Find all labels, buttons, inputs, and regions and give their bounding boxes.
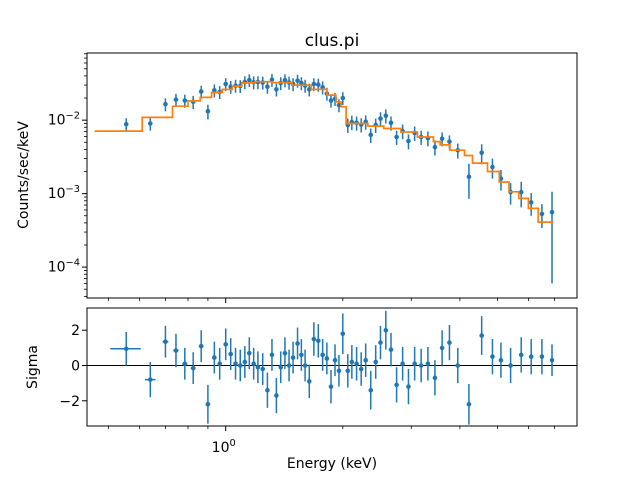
x-tick-label: 100 bbox=[212, 438, 236, 456]
spectrum-panel-frame bbox=[86, 52, 578, 299]
residuals-panel-data bbox=[87, 310, 577, 425]
y-tick-label: 10−4 bbox=[48, 258, 80, 276]
spectrum-panel-data bbox=[123, 73, 555, 284]
y-tick-label: 10−3 bbox=[48, 184, 80, 202]
chart-title: clus.pi bbox=[304, 31, 360, 51]
y-tick-label: 0 bbox=[71, 359, 80, 375]
model-step-line bbox=[94, 80, 554, 223]
y-tick-label: −2 bbox=[59, 394, 80, 410]
residuals-panel-frame bbox=[86, 307, 578, 427]
x-axis-label-energy: Energy (keV) bbox=[286, 456, 378, 472]
y-tick-label: 2 bbox=[71, 323, 80, 339]
axis-ticks bbox=[82, 53, 555, 431]
y-tick-label: 10−2 bbox=[48, 111, 80, 129]
